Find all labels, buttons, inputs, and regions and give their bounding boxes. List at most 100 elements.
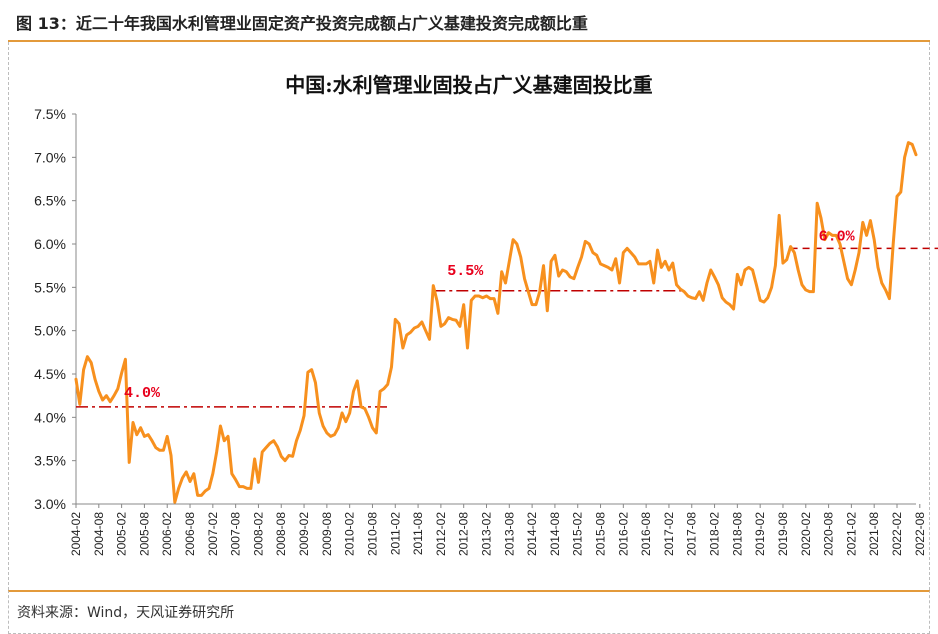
data-point xyxy=(136,433,138,435)
series-layer xyxy=(74,141,918,504)
data-point xyxy=(181,477,183,479)
data-point xyxy=(212,472,214,474)
data-point xyxy=(132,421,134,423)
data-point xyxy=(778,214,780,216)
x-tick-label: 2007-02 xyxy=(206,512,220,556)
x-tick-label: 2005-02 xyxy=(115,512,129,556)
x-tick-label: 2008-08 xyxy=(274,512,288,556)
x-tick-label: 2011-08 xyxy=(411,512,425,555)
data-point xyxy=(223,440,225,442)
data-point xyxy=(443,323,445,325)
data-point xyxy=(501,271,503,273)
data-point xyxy=(322,425,324,427)
x-tick-label: 2011-02 xyxy=(388,512,402,555)
x-tick-label: 2009-02 xyxy=(297,512,311,556)
data-point xyxy=(451,318,453,320)
data-point xyxy=(550,260,552,262)
data-point xyxy=(539,290,541,292)
data-point xyxy=(843,260,845,262)
data-point xyxy=(523,277,525,279)
x-tick-label: 2006-08 xyxy=(183,512,197,556)
data-point xyxy=(877,266,879,268)
x-tick-label: 2010-08 xyxy=(365,512,379,556)
x-tick-label: 2017-02 xyxy=(662,512,676,556)
data-point xyxy=(474,295,476,297)
data-point xyxy=(516,243,518,245)
annotation-labels: 4.0%5.5%6.0%7.0% xyxy=(124,228,856,402)
data-point xyxy=(497,312,499,314)
data-point xyxy=(105,394,107,396)
data-point xyxy=(261,451,263,453)
data-point xyxy=(367,416,369,418)
data-point xyxy=(90,362,92,364)
data-point xyxy=(227,435,229,437)
data-point xyxy=(892,243,894,245)
figure-caption: 图 13：近二十年我国水利管理业固定资产投资完成额占广义基建投资完成额比重 xyxy=(16,14,588,33)
data-point xyxy=(174,501,176,503)
series-line xyxy=(74,141,918,504)
data-point xyxy=(405,334,407,336)
data-point xyxy=(231,472,233,474)
data-point xyxy=(729,303,731,305)
data-point xyxy=(265,446,267,448)
data-point xyxy=(694,297,696,299)
data-point xyxy=(238,485,240,487)
data-point xyxy=(170,454,172,456)
x-tick-label: 2022-02 xyxy=(890,512,904,556)
x-tick-label: 2018-08 xyxy=(730,512,744,556)
data-point xyxy=(208,487,210,489)
data-point xyxy=(455,319,457,321)
data-point xyxy=(569,276,571,278)
data-point xyxy=(269,442,271,444)
x-tick-label: 2020-08 xyxy=(822,512,836,556)
data-point xyxy=(345,420,347,422)
data-point xyxy=(185,471,187,473)
x-tick-label: 2017-08 xyxy=(685,512,699,556)
data-point xyxy=(561,269,563,271)
x-tick-label: 2008-02 xyxy=(251,512,265,556)
data-point xyxy=(326,432,328,434)
data-point xyxy=(721,297,723,299)
data-point xyxy=(653,282,655,284)
data-point xyxy=(314,381,316,383)
x-tick-label: 2012-08 xyxy=(457,512,471,556)
data-point xyxy=(580,256,582,258)
data-point xyxy=(706,282,708,284)
data-point xyxy=(558,275,560,277)
data-point xyxy=(596,254,598,256)
data-point xyxy=(508,260,510,262)
data-point xyxy=(379,390,381,392)
data-point xyxy=(204,490,206,492)
data-point xyxy=(86,355,88,357)
data-point xyxy=(386,383,388,385)
y-tick-label: 7.5% xyxy=(34,106,66,122)
data-point xyxy=(808,290,810,292)
data-point xyxy=(816,202,818,204)
data-point xyxy=(698,290,700,292)
data-point xyxy=(915,154,917,156)
data-point xyxy=(352,390,354,392)
data-point xyxy=(554,254,556,256)
data-point xyxy=(637,263,639,265)
data-point xyxy=(801,284,803,286)
data-point xyxy=(607,266,609,268)
data-point xyxy=(151,440,153,442)
data-point xyxy=(649,260,651,262)
data-point xyxy=(588,243,590,245)
data-point xyxy=(234,479,236,481)
data-point xyxy=(143,435,145,437)
data-point xyxy=(884,289,886,291)
data-point xyxy=(341,412,343,414)
annotation-label: 5.5% xyxy=(447,263,484,280)
data-point xyxy=(307,371,309,373)
y-tick-label: 3.0% xyxy=(34,496,66,512)
annotation-label: 4.0% xyxy=(124,385,161,402)
chart-panel xyxy=(8,42,930,590)
data-point xyxy=(329,435,331,437)
data-point xyxy=(196,494,198,496)
data-point xyxy=(485,295,487,297)
data-point xyxy=(869,219,871,221)
data-point xyxy=(531,303,533,305)
y-axis: 3.0% 3.5% 4.0% 4.5% 5.0% 5.5% 6.0% 6.5% 7.0% 7.5% xyxy=(34,106,77,512)
data-point xyxy=(462,303,464,305)
